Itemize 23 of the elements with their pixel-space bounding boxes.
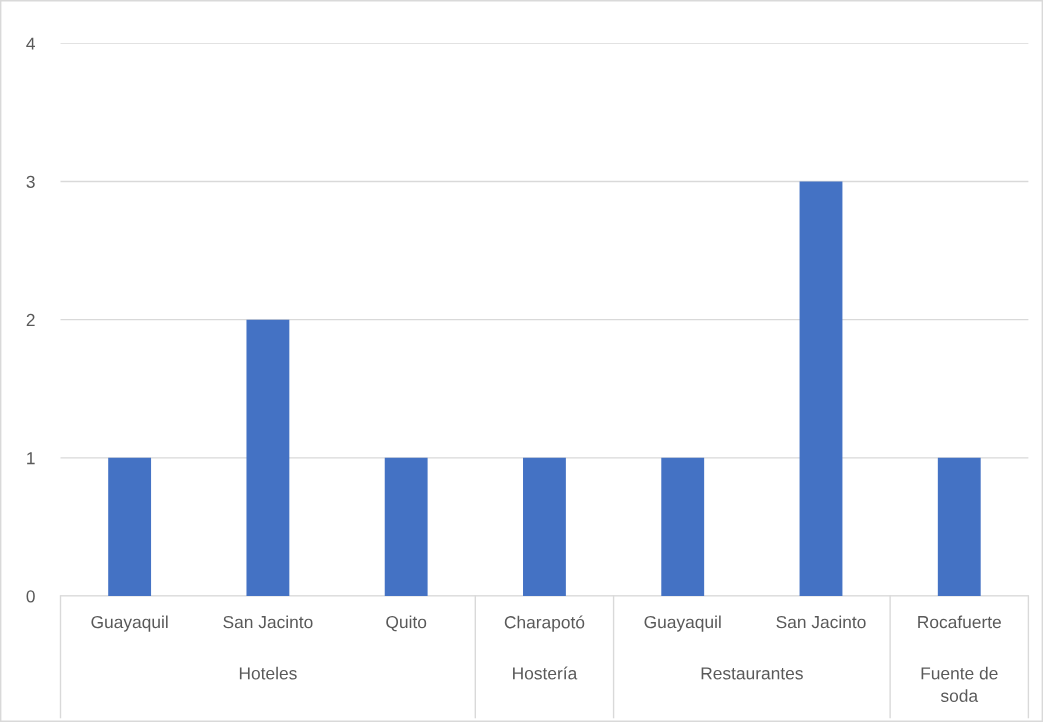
x-tick-label: Rocafuerte	[918, 615, 1001, 629]
bar	[108, 457, 152, 597]
bar	[799, 181, 843, 597]
bar	[523, 457, 566, 597]
y-tick-label: 4	[26, 37, 35, 50]
y-tick-label: 2	[26, 313, 35, 326]
y-tick-label: 0	[26, 590, 35, 603]
x-tick-label: Guayaquil	[91, 615, 168, 632]
x-tick-label: Quito	[386, 615, 427, 632]
y-tick-label: 1	[27, 452, 35, 465]
y-tick-label: 3	[26, 175, 35, 188]
x-tick-label: San Jacinto	[223, 615, 313, 629]
text: Hostería	[513, 666, 578, 680]
text: Restaurantes	[701, 667, 803, 680]
source-note: Fuente de soda	[921, 666, 998, 702]
bar	[661, 457, 705, 597]
x-tick-label: Charapotó	[504, 615, 585, 632]
bar	[246, 319, 290, 597]
text: Hoteles	[239, 666, 297, 680]
bar	[384, 457, 428, 597]
x-tick-label: Guayaquil	[644, 615, 721, 632]
x-tick-label: San Jacinto	[776, 615, 866, 629]
bar	[937, 457, 981, 597]
